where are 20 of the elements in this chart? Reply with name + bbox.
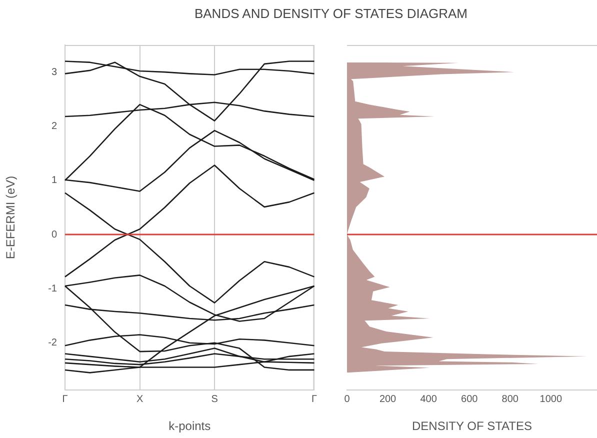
x-tick-label: X [136,394,144,405]
x-tick-label: 1000 [540,394,562,405]
x-tick-label: S [211,394,218,405]
x-tick-label: 200 [379,394,397,405]
y-tick-label: 1 [51,175,58,186]
y-tick-label: 0 [51,229,58,240]
x-tick-label: Γ [311,394,318,405]
y-tick-label: -1 [48,283,58,294]
y-tick-label: 2 [51,120,58,132]
x-tick-label: 600 [461,394,478,405]
chart-title: BANDS AND DENSITY OF STATES DIAGRAM [193,6,469,21]
x-axis-title: DENSITY OF STATES [412,419,532,434]
y-axis-title: E-EFERMI (eV) [4,176,18,260]
x-tick-label: 400 [420,394,438,405]
x-tick-label: 0 [344,394,350,405]
x-axis-title: k-points [168,419,211,434]
x-tick-label: Γ [62,394,68,405]
x-tick-label: 800 [502,394,519,405]
y-tick-label: -2 [48,338,58,349]
y-tick-label: 3 [51,66,58,78]
